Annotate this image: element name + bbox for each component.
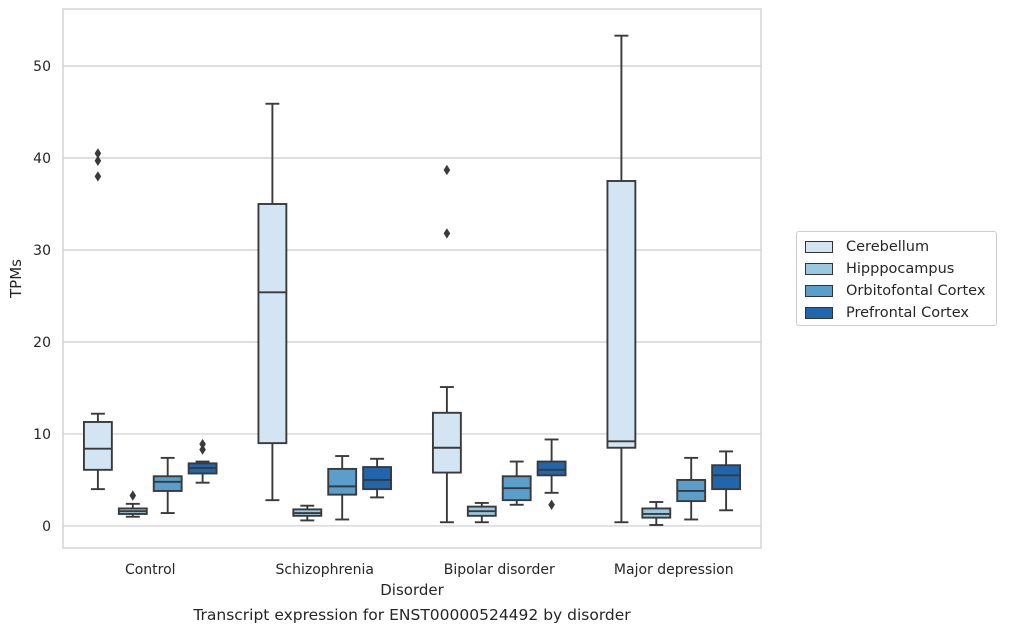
box-schizophrenia-orbitofontal-cortex-iqr [327, 467, 358, 496]
x-tick-label-control: Control [125, 562, 176, 578]
grid-lines [63, 65, 761, 527]
box-control-prefrontal-cortex [187, 438, 218, 484]
box-schizophrenia-hipppocampus [292, 504, 323, 522]
legend-swatch-prefrontal-cortex [805, 307, 833, 319]
box-series [82, 34, 742, 526]
box-control-prefrontal-cortex-outlier-1 [199, 438, 206, 450]
box-control-cerebellum-outlier-0 [94, 171, 102, 182]
box-control-cerebellum-outlier-2 [94, 148, 102, 159]
y-axis-title: TPMs [7, 259, 25, 299]
chart-title: Transcript expression for ENST0000052449… [193, 606, 631, 624]
box-bipolar-disorder-cerebellum-outlier-1 [443, 164, 451, 176]
box-control-hipppocampus [117, 490, 148, 518]
box-major-depression-hipppocampus [641, 501, 672, 526]
box-bipolar-disorder-prefrontal-cortex-iqr [536, 460, 567, 477]
box-bipolar-disorder-orbitofontal-cortex [501, 460, 532, 506]
y-tick-label-30: 30 [33, 243, 51, 259]
y-tick-label-50: 50 [33, 59, 51, 75]
legend-item-orbitofrontal-cortex: Orbitofontal Cortex [805, 280, 985, 302]
box-control-cerebellum-iqr [82, 421, 113, 471]
box-bipolar-disorder-prefrontal-cortex [536, 438, 567, 510]
box-control-orbitofontal-cortex [152, 456, 183, 514]
y-tick-label-10: 10 [33, 427, 51, 443]
y-tick-label-40: 40 [33, 151, 51, 167]
legend-label-cerebellum: Cerebellum [846, 239, 930, 255]
x-axis-title: Disorder [380, 581, 444, 599]
legend-swatch-orbitofrontal-cortex [805, 285, 833, 297]
box-schizophrenia-orbitofontal-cortex [327, 455, 358, 521]
x-tick-label-schizophrenia: Schizophrenia [276, 562, 374, 578]
box-schizophrenia-prefrontal-cortex-iqr [362, 466, 393, 491]
box-schizophrenia-prefrontal-cortex [362, 457, 393, 499]
legend-label-orbitofrontal-cortex: Orbitofontal Cortex [846, 283, 986, 299]
box-major-depression-orbitofontal-cortex [676, 456, 707, 521]
box-schizophrenia-cerebellum [257, 102, 288, 502]
box-control-prefrontal-cortex-outlier-0 [199, 444, 206, 455]
x-tick-label-bipolar-disorder: Bipolar disorder [444, 562, 555, 578]
box-major-depression-cerebellum [606, 34, 637, 524]
box-major-depression-cerebellum-iqr [606, 180, 637, 449]
box-control-cerebellum [82, 148, 113, 491]
legend-swatch-cerebellum [805, 241, 833, 253]
plot-frame [62, 8, 762, 549]
legend-item-cerebellum: Cerebellum [805, 236, 929, 258]
box-major-depression-prefrontal-cortex-iqr [711, 464, 742, 491]
legend-swatch-hippocampus [805, 263, 833, 275]
box-schizophrenia-cerebellum-iqr [257, 203, 288, 445]
box-control-hipppocampus-outlier-0 [129, 490, 137, 501]
box-control-orbitofontal-cortex-iqr [152, 475, 183, 492]
legend: Cerebellum Hipppocampus Orbitofontal Cor… [796, 231, 997, 326]
legend-item-hippocampus: Hipppocampus [805, 258, 954, 280]
x-tick-labels: Control Schizophrenia Bipolar disorder Majo… [125, 562, 734, 578]
box-bipolar-disorder-cerebellum-iqr [431, 411, 462, 474]
box-bipolar-disorder-cerebellum-outlier-0 [443, 228, 451, 239]
box-bipolar-disorder-prefrontal-cortex-outlier-0 [548, 499, 555, 510]
legend-item-prefrontal-cortex: Prefrontal Cortex [805, 302, 969, 324]
box-bipolar-disorder-hipppocampus [466, 501, 497, 524]
box-control-cerebellum-outlier-1 [94, 155, 102, 166]
x-tick-label-major-depression: Major depression [614, 562, 734, 578]
box-major-depression-prefrontal-cortex [711, 450, 742, 512]
legend-label-prefrontal-cortex: Prefrontal Cortex [846, 305, 969, 321]
y-tick-label-20: 20 [33, 335, 51, 351]
box-bipolar-disorder-cerebellum [431, 164, 462, 524]
y-tick-labels: 0 10 20 30 40 50 [33, 59, 51, 535]
y-tick-label-0: 0 [42, 519, 51, 535]
legend-label-hippocampus: Hipppocampus [846, 261, 955, 277]
